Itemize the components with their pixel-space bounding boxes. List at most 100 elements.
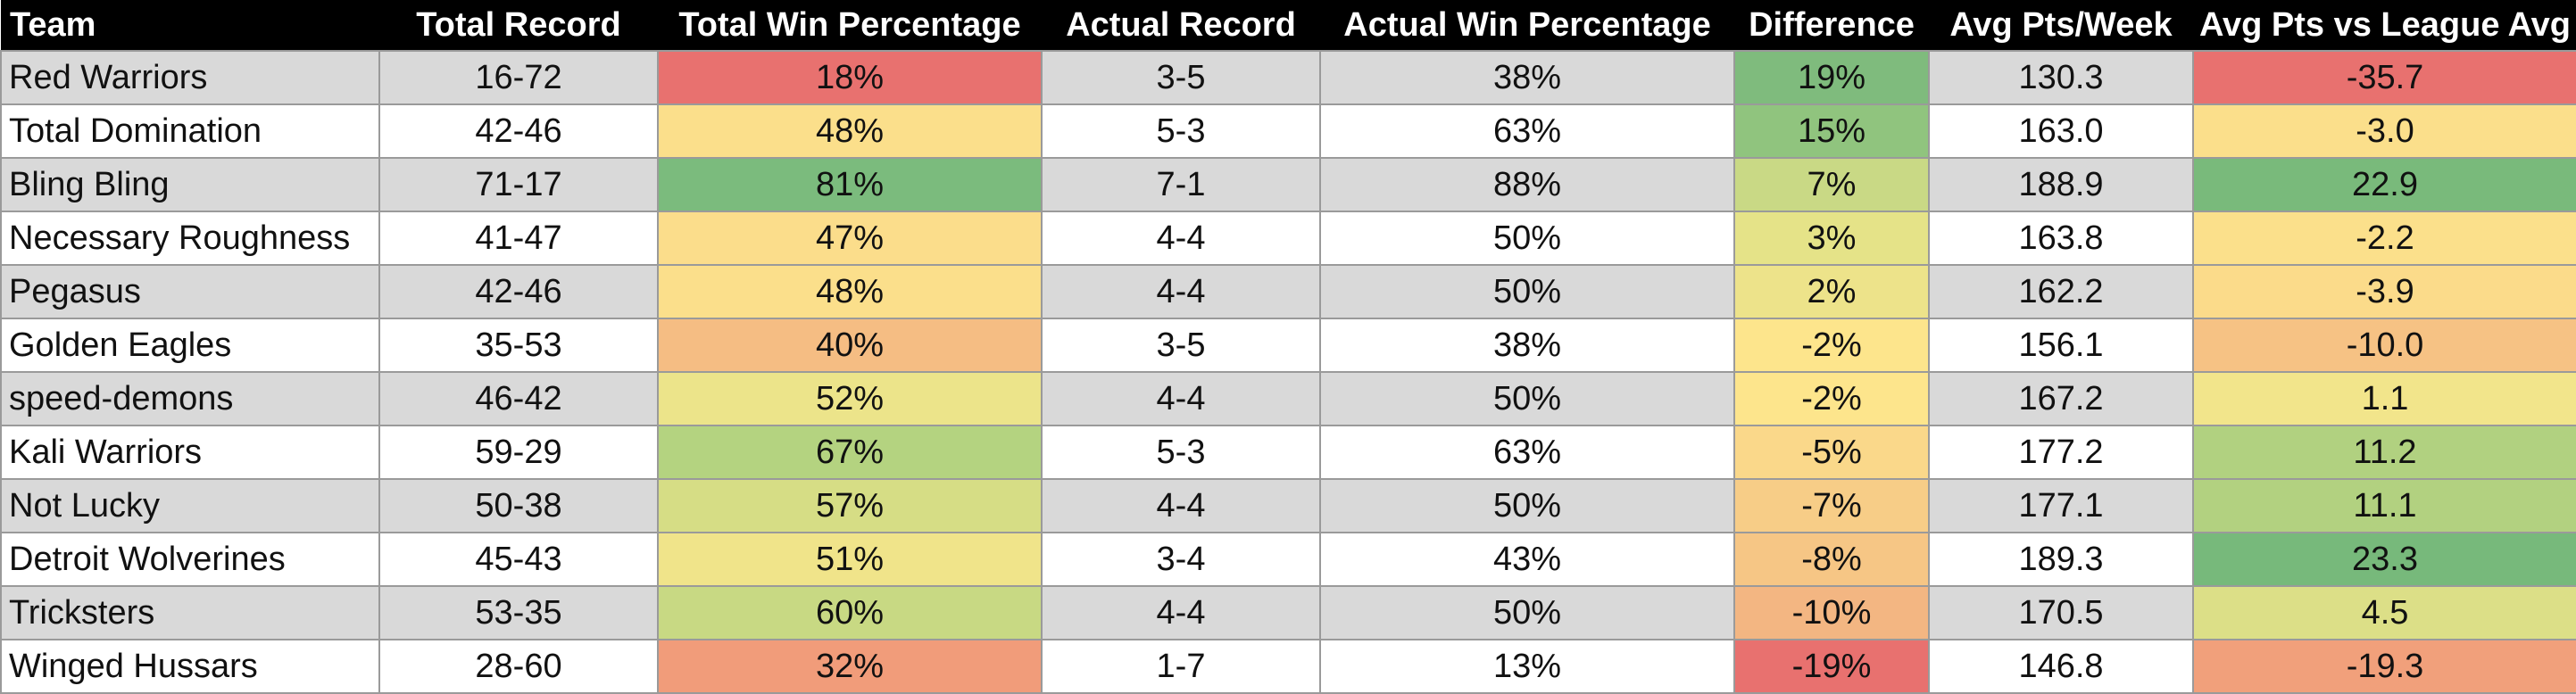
cell-avg-pts-vs-league: -3.0 — [2192, 103, 2576, 159]
cell-actual-record: 1-7 — [1041, 639, 1321, 694]
cell-total-win-percentage: 57% — [657, 478, 1043, 533]
table-row: Total Domination 42-46 48% 5-3 63% 15% 163.0 -3… — [0, 103, 2576, 159]
cell-total-win-percentage: 52% — [657, 371, 1043, 426]
cell-difference: 15% — [1733, 103, 1930, 159]
cell-avg-pts-week: 162.2 — [1928, 264, 2194, 319]
cell-avg-pts-vs-league: -19.3 — [2192, 639, 2576, 694]
header-difference: Difference — [1734, 0, 1929, 51]
cell-actual-record: 3-5 — [1041, 318, 1321, 373]
cell-actual-record: 4-4 — [1041, 478, 1321, 533]
table-row: Bling Bling 71-17 81% 7-1 88% 7% 188.9 22.9 — [0, 157, 2576, 212]
table-header: Team Total Record Total Win Percentage A… — [1, 0, 2576, 51]
cell-actual-win-percentage: 43% — [1319, 532, 1735, 587]
cell-team: Red Warriors — [0, 50, 380, 105]
cell-actual-record: 4-4 — [1041, 585, 1321, 640]
cell-total-win-percentage: 18% — [657, 50, 1043, 105]
cell-total-record: 42-46 — [378, 264, 659, 319]
cell-actual-record: 4-4 — [1041, 211, 1321, 266]
cell-avg-pts-week: 167.2 — [1928, 371, 2194, 426]
cell-actual-win-percentage: 50% — [1319, 585, 1735, 640]
cell-avg-pts-vs-league: 22.9 — [2192, 157, 2576, 212]
cell-total-record: 16-72 — [378, 50, 659, 105]
header-row: Team Total Record Total Win Percentage A… — [1, 0, 2576, 51]
cell-avg-pts-vs-league: -3.9 — [2192, 264, 2576, 319]
cell-team: Bling Bling — [0, 157, 380, 212]
cell-avg-pts-week: 130.3 — [1928, 50, 2194, 105]
cell-total-win-percentage: 48% — [657, 103, 1043, 159]
cell-total-win-percentage: 47% — [657, 211, 1043, 266]
cell-total-record: 71-17 — [378, 157, 659, 212]
cell-actual-record: 5-3 — [1041, 425, 1321, 480]
table-row: Winged Hussars 28-60 32% 1-7 13% -19% 146.8 -19… — [0, 639, 2576, 694]
cell-actual-win-percentage: 38% — [1319, 50, 1735, 105]
cell-avg-pts-vs-league: -2.2 — [2192, 211, 2576, 266]
cell-total-record: 28-60 — [378, 639, 659, 694]
cell-total-record: 50-38 — [378, 478, 659, 533]
cell-total-record: 42-46 — [378, 103, 659, 159]
cell-avg-pts-vs-league: 11.2 — [2192, 425, 2576, 480]
cell-actual-win-percentage: 50% — [1319, 264, 1735, 319]
cell-avg-pts-vs-league: 23.3 — [2192, 532, 2576, 587]
table-row: Necessary Roughness 41-47 47% 4-4 50% 3% 163.8… — [0, 211, 2576, 266]
cell-avg-pts-vs-league: 4.5 — [2192, 585, 2576, 640]
cell-team: Kali Warriors — [0, 425, 380, 480]
cell-avg-pts-week: 163.0 — [1928, 103, 2194, 159]
cell-actual-record: 3-5 — [1041, 50, 1321, 105]
cell-team: Golden Eagles — [0, 318, 380, 373]
cell-actual-record: 4-4 — [1041, 371, 1321, 426]
cell-difference: -19% — [1733, 639, 1930, 694]
cell-total-record: 41-47 — [378, 211, 659, 266]
cell-team: Tricksters — [0, 585, 380, 640]
cell-difference: -8% — [1733, 532, 1930, 587]
cell-actual-win-percentage: 13% — [1319, 639, 1735, 694]
cell-difference: -2% — [1733, 318, 1930, 373]
cell-total-record: 59-29 — [378, 425, 659, 480]
cell-actual-win-percentage: 63% — [1319, 425, 1735, 480]
cell-total-record: 46-42 — [378, 371, 659, 426]
cell-team: Necessary Roughness — [0, 211, 380, 266]
cell-team: Detroit Wolverines — [0, 532, 380, 587]
cell-difference: -2% — [1733, 371, 1930, 426]
cell-team: Pegasus — [0, 264, 380, 319]
table-body: Red Warriors 16-72 18% 3-5 38% 19% 130.3 -35.7 T… — [0, 50, 2576, 694]
table-row: Red Warriors 16-72 18% 3-5 38% 19% 130.3 -35.7 — [0, 50, 2576, 105]
cell-actual-record: 7-1 — [1041, 157, 1321, 212]
cell-total-win-percentage: 60% — [657, 585, 1043, 640]
cell-avg-pts-week: 189.3 — [1928, 532, 2194, 587]
cell-total-win-percentage: 32% — [657, 639, 1043, 694]
cell-team: speed-demons — [0, 371, 380, 426]
header-avg-pts-vs-league: Avg Pts vs League Avg — [2193, 0, 2576, 51]
cell-actual-record: 3-4 — [1041, 532, 1321, 587]
cell-actual-win-percentage: 88% — [1319, 157, 1735, 212]
cell-actual-record: 4-4 — [1041, 264, 1321, 319]
cell-actual-record: 5-3 — [1041, 103, 1321, 159]
cell-total-win-percentage: 67% — [657, 425, 1043, 480]
cell-actual-win-percentage: 38% — [1319, 318, 1735, 373]
table-row: Kali Warriors 59-29 67% 5-3 63% -5% 177.2 11.2 — [0, 425, 2576, 480]
cell-difference: 3% — [1733, 211, 1930, 266]
cell-team: Winged Hussars — [0, 639, 380, 694]
cell-avg-pts-week: 177.2 — [1928, 425, 2194, 480]
table-row: Not Lucky 50-38 57% 4-4 50% -7% 177.1 11.1 — [0, 478, 2576, 533]
cell-avg-pts-vs-league: 11.1 — [2192, 478, 2576, 533]
cell-total-win-percentage: 48% — [657, 264, 1043, 319]
cell-actual-win-percentage: 50% — [1319, 371, 1735, 426]
header-actual-win-percentage: Actual Win Percentage — [1320, 0, 1734, 51]
cell-difference: -10% — [1733, 585, 1930, 640]
table-row: Golden Eagles 35-53 40% 3-5 38% -2% 156.1 -10.0 — [0, 318, 2576, 373]
cell-actual-win-percentage: 50% — [1319, 211, 1735, 266]
cell-total-win-percentage: 81% — [657, 157, 1043, 212]
header-team: Team — [1, 0, 379, 51]
table-row: Tricksters 53-35 60% 4-4 50% -10% 170.5 4.5 — [0, 585, 2576, 640]
cell-difference: 7% — [1733, 157, 1930, 212]
cell-actual-win-percentage: 50% — [1319, 478, 1735, 533]
table-row: speed-demons 46-42 52% 4-4 50% -2% 167.2 1.1 — [0, 371, 2576, 426]
cell-total-record: 45-43 — [378, 532, 659, 587]
header-avg-pts-week: Avg Pts/Week — [1929, 0, 2193, 51]
cell-avg-pts-vs-league: 1.1 — [2192, 371, 2576, 426]
cell-avg-pts-week: 170.5 — [1928, 585, 2194, 640]
cell-total-record: 53-35 — [378, 585, 659, 640]
cell-team: Not Lucky — [0, 478, 380, 533]
cell-avg-pts-vs-league: -10.0 — [2192, 318, 2576, 373]
